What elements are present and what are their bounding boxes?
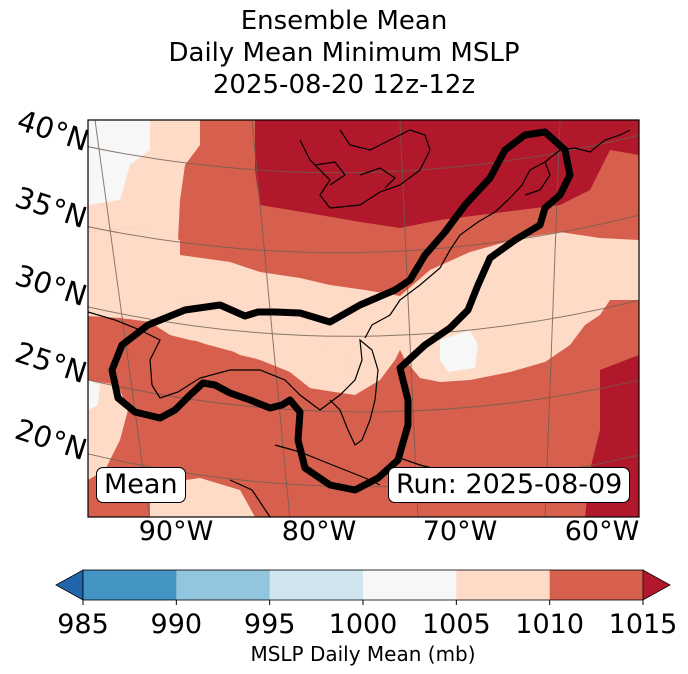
lat-label-40: 40°N xyxy=(13,103,93,158)
title-line-1: Ensemble Mean xyxy=(240,6,448,36)
colorbar-bin-985-990 xyxy=(83,570,177,600)
colorbar: 985 990 995 1000 1005 1010 1015 xyxy=(55,569,678,640)
title-line-2: Daily Mean Minimum MSLP xyxy=(168,38,520,68)
mean-contour xyxy=(108,128,574,494)
colorbar-label: MSLP Daily Mean (mb) xyxy=(250,642,475,666)
pressure-field-1015-northeast xyxy=(255,120,639,228)
map-panel xyxy=(88,120,639,517)
lat-label-25: 25°N xyxy=(11,335,91,390)
colorbar-tick-label-995: 995 xyxy=(244,609,296,640)
run-label-box: Run: 2025-08-09 xyxy=(388,467,631,503)
colorbar-bin-1005-1010 xyxy=(456,570,551,600)
colorbar-bin-990-995 xyxy=(176,570,271,600)
mean-label-box: Mean xyxy=(96,467,186,503)
title-line-3: 2025-08-20 12z-12z xyxy=(212,70,476,100)
lon-label-60: 60°W xyxy=(565,516,640,547)
colorbar-bin-1010-1015 xyxy=(549,570,644,600)
colorbar-bin-995-1000 xyxy=(269,570,364,600)
map-frame xyxy=(87,119,640,518)
colorbar-tick-label-985: 985 xyxy=(57,609,109,640)
lat-label-20: 20°N xyxy=(11,412,91,467)
colorbar-extend-low xyxy=(55,569,84,601)
colorbar-tick-label-1000: 1000 xyxy=(329,609,398,640)
colorbar-bin-1000-1005 xyxy=(363,570,457,600)
colorbar-extend-high xyxy=(642,569,671,601)
pressure-field-1000-atlantic xyxy=(440,330,478,372)
colorbar-tick-label-1015: 1015 xyxy=(609,609,678,640)
lon-label-80: 80°W xyxy=(282,516,357,547)
pressure-field-1000-sw xyxy=(88,380,100,410)
colorbar-tick-label-1005: 1005 xyxy=(422,609,491,640)
coastlines xyxy=(88,129,631,517)
pressure-field-1005-gulf xyxy=(170,298,350,392)
lat-label-35: 35°N xyxy=(11,180,91,235)
lat-label-30: 30°N xyxy=(11,258,91,313)
colorbar-tick-label-1010: 1010 xyxy=(515,609,584,640)
lon-label-70: 70°W xyxy=(423,516,498,547)
lon-label-90: 90°W xyxy=(139,516,214,547)
colorbar-tick-label-990: 990 xyxy=(151,609,203,640)
